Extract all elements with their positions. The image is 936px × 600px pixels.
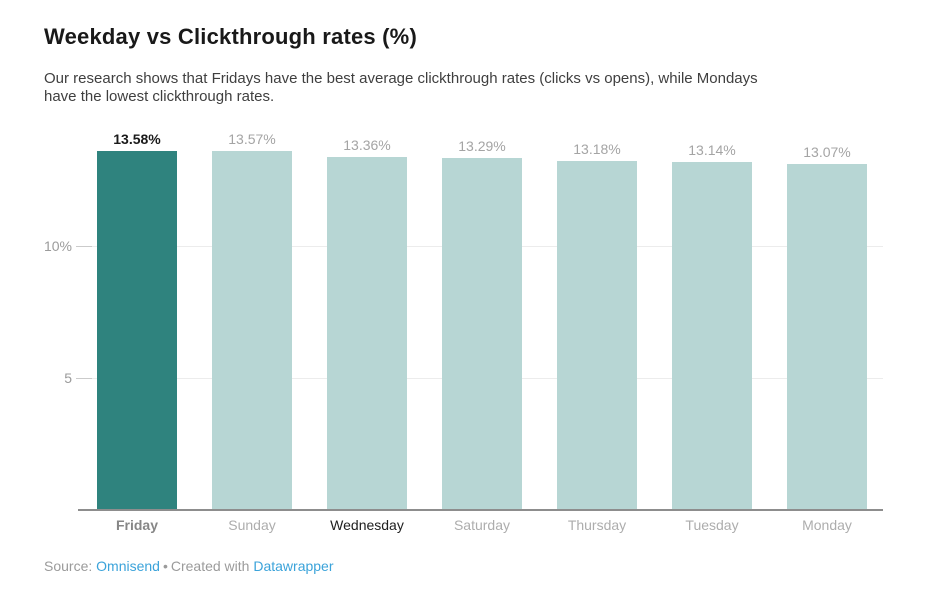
datawrapper-link[interactable]: Datawrapper xyxy=(253,558,334,574)
chart-footer: Source: Omnisend • Created with Datawrappe… xyxy=(44,558,334,574)
value-label-saturday: 13.29% xyxy=(458,138,506,154)
bar-tuesday xyxy=(672,162,752,509)
page-title: Weekday vs Clickthrough rates (%) xyxy=(44,24,417,49)
x-axis-label-tuesday: Tuesday xyxy=(685,517,739,533)
x-axis-label-wednesday: Wednesday xyxy=(330,517,404,533)
subtitle-line-2: have the lowest clickthrough rates. xyxy=(44,88,275,105)
created-with-label: Created with xyxy=(170,558,250,574)
bar-friday xyxy=(97,151,177,509)
x-axis-label-thursday: Thursday xyxy=(567,517,627,533)
value-label-wednesday: 13.36% xyxy=(343,137,391,153)
value-label-thursday: 13.18% xyxy=(573,141,621,157)
value-label-sunday: 13.57% xyxy=(228,131,276,147)
subtitle-line-1: Our research shows that Fridays have the… xyxy=(44,70,758,87)
axis-tick-5 xyxy=(76,378,92,379)
chart-subtitle: Our research shows that Fridays have the… xyxy=(44,70,758,106)
axis-tick-10 xyxy=(76,246,92,247)
bar-sunday xyxy=(212,151,292,509)
value-label-friday: 13.58% xyxy=(113,131,161,147)
value-label-monday: 13.07% xyxy=(803,144,851,160)
value-label-tuesday: 13.14% xyxy=(688,142,736,158)
y-axis-label-5: 5 xyxy=(64,370,72,386)
footer-separator: • xyxy=(162,558,168,574)
x-axis-label-saturday: Saturday xyxy=(453,517,511,533)
bar-monday xyxy=(787,164,867,509)
x-axis-label-monday: Monday xyxy=(802,517,852,533)
x-axis-label-friday: Friday xyxy=(115,517,158,533)
x-axis-baseline xyxy=(78,509,883,511)
x-axis-label-sunday: Sunday xyxy=(228,517,276,533)
source-link[interactable]: Omnisend xyxy=(96,558,160,574)
y-axis-label-10: 10% xyxy=(43,238,72,254)
bar-wednesday xyxy=(327,157,407,509)
bar-thursday xyxy=(557,161,637,509)
source-label: Source: xyxy=(44,558,93,574)
bar-saturday xyxy=(442,158,522,509)
